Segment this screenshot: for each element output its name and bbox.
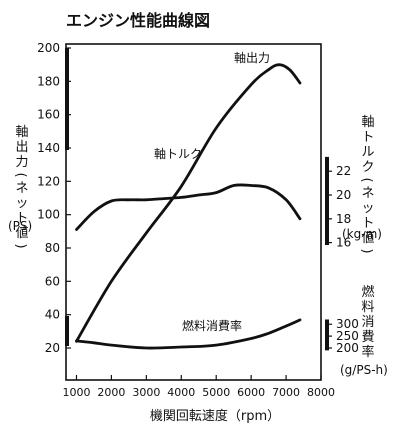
left-axis-unit: (PS) — [8, 219, 32, 233]
torque-axis-title-char: 軸 — [361, 115, 374, 130]
left-tick-label: 140 — [37, 141, 60, 155]
fuel-axis-title-char: 料 — [361, 300, 374, 315]
torque-axis-unit: (kg-m) — [342, 227, 382, 241]
left-axis-title-char: ネ — [15, 181, 28, 196]
torque-axis-title-char: ネ — [361, 186, 374, 201]
x-tick-label: 6000 — [237, 386, 265, 399]
torque-axis-title-char: ) — [359, 248, 374, 253]
left-axis-title-char: 軸 — [15, 125, 28, 140]
x-tick-label: 3000 — [132, 386, 160, 399]
series-line-power — [75, 63, 302, 343]
x-tick-label: 4000 — [167, 386, 195, 399]
left-tick-label: 80 — [45, 241, 60, 255]
x-tick-label: 2000 — [97, 386, 125, 399]
left-axis-title-char: ト — [15, 211, 28, 226]
torque-tick-label: 16 — [336, 236, 351, 250]
left-axis-title-char: 出 — [15, 140, 28, 155]
x-axis-title: 機関回転速度（rpm） — [150, 408, 280, 424]
x-tick-label: 1000 — [62, 386, 90, 399]
series-label-torque: 軸トルク — [154, 147, 202, 161]
torque-axis-title-char: ル — [361, 145, 374, 160]
x-tick-label: 8000 — [307, 386, 335, 399]
left-axis-title-char: ( — [13, 172, 28, 177]
left-tick-label: 200 — [37, 41, 60, 55]
left-axis-title-char: 力 — [15, 155, 28, 170]
torque-tick-label: 18 — [336, 212, 351, 226]
x-tick-label: 7000 — [272, 386, 300, 399]
left-axis-title-char: 値 — [15, 225, 28, 241]
fuel-axis-title-char: 率 — [361, 344, 374, 360]
fuel-axis-title-char: 費 — [361, 330, 374, 345]
torque-axis-title-char: ク — [361, 160, 374, 175]
fuel-axis-title-char: 消 — [361, 315, 374, 330]
fuel-axis-title-char: 燃 — [361, 284, 374, 300]
series-label-power: 軸出力 — [234, 51, 270, 65]
chart-title: エンジン性能曲線図 — [66, 11, 210, 30]
torque-axis-title-char: ッ — [361, 201, 374, 216]
left-tick-label: 40 — [45, 308, 60, 322]
left-tick-label: 180 — [37, 74, 60, 88]
torque-axis-title-char: ト — [361, 216, 374, 231]
series-label-fuel: 燃料消費率 — [182, 318, 242, 333]
torque-axis-title-char: ( — [359, 177, 374, 182]
fuel-tick-label: 200 — [336, 341, 359, 355]
torque-tick-label: 20 — [336, 188, 351, 202]
left-tick-label: 120 — [37, 174, 60, 188]
left-tick-label: 160 — [37, 108, 60, 122]
left-tick-label: 100 — [37, 208, 60, 222]
torque-tick-label: 22 — [336, 164, 351, 178]
left-tick-label: 60 — [45, 274, 60, 288]
left-tick-label: 20 — [45, 341, 60, 355]
fuel-tick-label: 300 — [336, 317, 359, 331]
x-tick-label: 5000 — [202, 386, 230, 399]
chart-marks: 20406080100120140160180200軸出力(ネット値)(PS)1… — [8, 41, 388, 399]
plot-frame — [65, 43, 322, 381]
fuel-tick-label: 250 — [336, 329, 359, 343]
left-axis-title-char: ) — [13, 243, 28, 248]
fuel-axis-unit: (g/PS-h) — [340, 363, 388, 377]
torque-axis-title-char: ト — [361, 130, 374, 145]
torque-axis-title-char: 値 — [361, 230, 374, 246]
left-axis-title-char: ッ — [15, 196, 28, 211]
series-line-fuel — [75, 318, 302, 350]
series-line-torque — [75, 183, 302, 231]
